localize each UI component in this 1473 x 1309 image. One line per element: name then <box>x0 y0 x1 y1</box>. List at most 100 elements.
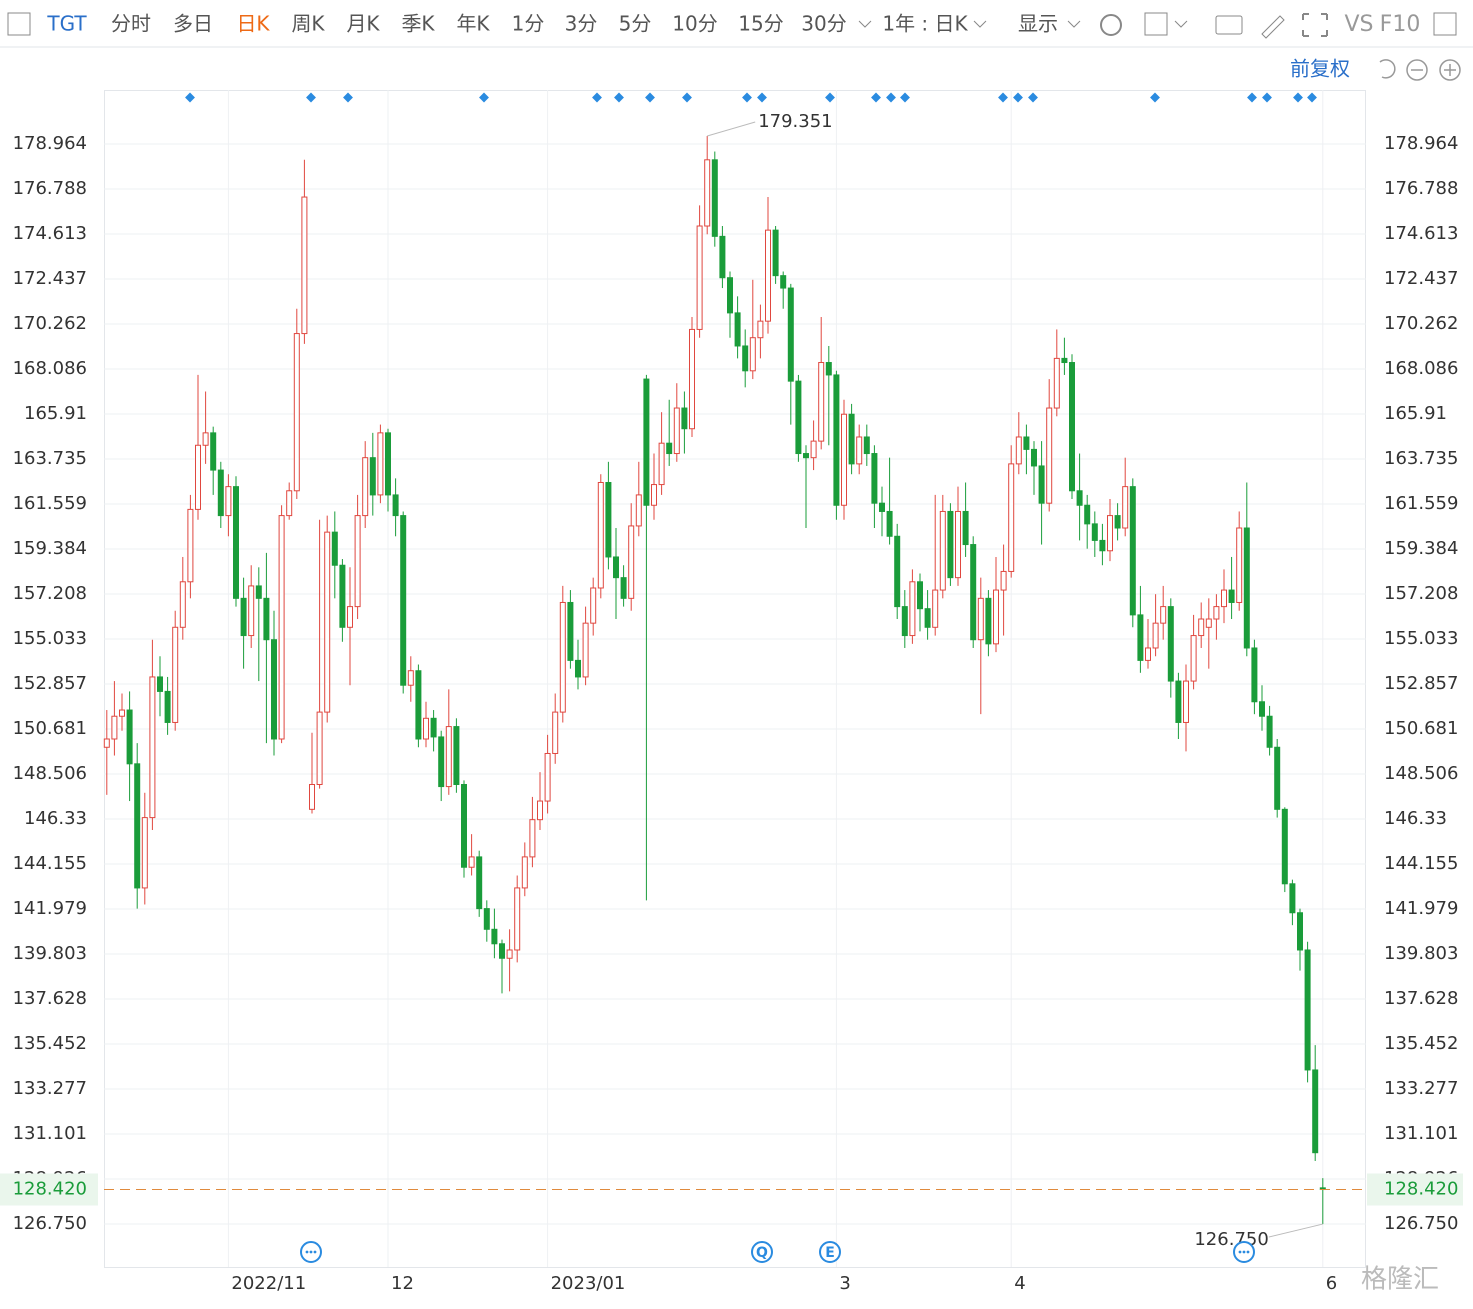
candle-body <box>164 690 171 723</box>
event-marker[interactable] <box>1247 92 1257 103</box>
event-marker[interactable] <box>682 92 692 103</box>
vs-button[interactable]: VS <box>1344 12 1373 37</box>
undo-icon[interactable] <box>1379 59 1396 79</box>
candle-body <box>1031 448 1037 467</box>
candle-body <box>149 676 156 819</box>
f10-button[interactable]: F10 <box>1380 12 1421 37</box>
fullscreen-icon[interactable] <box>1302 13 1328 37</box>
candle-body <box>157 676 163 692</box>
candle-body <box>643 378 650 506</box>
candle-body <box>119 709 125 717</box>
period-tab[interactable]: 15分 <box>738 12 783 36</box>
event-marker[interactable] <box>1307 92 1317 103</box>
period-tab[interactable]: 多日 <box>173 12 213 36</box>
low-pointer <box>1268 1223 1323 1238</box>
event-marker[interactable] <box>1013 92 1023 103</box>
period-tab[interactable]: 月K <box>346 12 380 36</box>
event-marker[interactable] <box>1150 92 1160 103</box>
period-tab[interactable]: 季K <box>401 12 435 36</box>
candle-body <box>354 515 361 608</box>
y-tick-label: 165.91 <box>24 403 87 424</box>
range-select[interactable]: 1年 : 日K <box>882 12 968 36</box>
period-tab[interactable]: 1分 <box>512 12 545 36</box>
event-marker[interactable] <box>1293 92 1303 103</box>
candle-body <box>1061 357 1068 364</box>
symbol[interactable]: TGT <box>46 12 87 36</box>
zoom-out[interactable] <box>1406 59 1428 81</box>
zoom-in[interactable] <box>1439 59 1461 81</box>
event-marker[interactable] <box>185 92 195 103</box>
layout-icon[interactable] <box>1144 12 1168 36</box>
period-tab[interactable]: 3分 <box>565 12 598 36</box>
event-marker[interactable] <box>757 92 767 103</box>
candle-body <box>1000 570 1007 591</box>
event-icon[interactable] <box>819 1241 841 1263</box>
candle-body <box>552 711 559 754</box>
menu-icon[interactable] <box>7 12 31 36</box>
display-select[interactable]: 显示 <box>1018 12 1058 36</box>
candle-body <box>362 457 369 517</box>
candle-body <box>544 752 551 802</box>
y-tick-label: 168.086 <box>13 358 87 379</box>
candle-body <box>749 337 756 372</box>
candle-body <box>765 229 771 322</box>
candle-body <box>1297 912 1303 951</box>
candle-body <box>491 928 498 945</box>
period-tab[interactable]: 10分 <box>672 12 717 36</box>
candle-body <box>727 277 733 314</box>
y-tick-label-right: 159.384 <box>1384 538 1458 559</box>
adjust-select[interactable]: 前复权 <box>1290 57 1350 81</box>
candle-body <box>772 229 779 277</box>
event-marker[interactable] <box>645 92 655 103</box>
event-marker[interactable] <box>614 92 624 103</box>
y-tick-label-right: 161.559 <box>1384 493 1458 514</box>
y-tick-label-right: 163.735 <box>1384 448 1458 469</box>
candle-body <box>985 597 992 645</box>
candle-body <box>301 196 308 335</box>
event-marker[interactable] <box>871 92 881 103</box>
event-marker[interactable] <box>1262 92 1272 103</box>
x-tick-label: 12 <box>391 1273 414 1294</box>
period-tab[interactable]: 分时 <box>111 12 151 36</box>
candle-body <box>628 525 635 599</box>
event-marker[interactable] <box>592 92 602 103</box>
candle-body <box>1008 463 1015 572</box>
last-price-box <box>0 1173 98 1206</box>
period-tab[interactable]: 5分 <box>619 12 652 36</box>
y-tick-label: 170.262 <box>13 313 87 334</box>
event-icon-label: E <box>825 1245 835 1261</box>
candle-body <box>1228 589 1235 603</box>
event-marker[interactable] <box>742 92 752 103</box>
period-tab[interactable]: 30分 <box>801 12 846 36</box>
event-marker[interactable] <box>825 92 835 103</box>
candle-body <box>590 587 597 624</box>
candle-body <box>1221 589 1227 608</box>
candle-body <box>1251 647 1258 703</box>
event-marker[interactable] <box>886 92 896 103</box>
y-tick-label: 131.101 <box>13 1123 87 1144</box>
candle-body <box>453 726 460 786</box>
event-marker[interactable] <box>900 92 910 103</box>
period-tab[interactable]: 日K <box>236 12 270 36</box>
settings-icon[interactable] <box>1100 14 1122 36</box>
chevron <box>973 20 987 28</box>
period-tab[interactable]: 周K <box>291 12 325 36</box>
event-icon-dot <box>305 1250 309 1254</box>
zoom-in-sign <box>1444 64 1456 76</box>
candle-body <box>825 362 832 376</box>
candle-body <box>1152 622 1159 649</box>
period-tab[interactable]: 年K <box>456 12 490 36</box>
y-tick-label-right: 155.033 <box>1384 628 1458 649</box>
event-marker[interactable] <box>1028 92 1038 103</box>
candle-body <box>1304 949 1311 1071</box>
candle-body <box>423 717 429 740</box>
event-icon[interactable] <box>751 1241 773 1263</box>
candle-body <box>1274 746 1281 810</box>
panel-icon[interactable] <box>1433 12 1457 36</box>
draw-icon[interactable] <box>1261 15 1285 39</box>
candle-body <box>658 442 665 486</box>
camera-icon[interactable] <box>1215 15 1243 35</box>
candle-body <box>309 784 315 810</box>
y-tick-label-right: 157.208 <box>1384 583 1458 604</box>
event-marker[interactable] <box>998 92 1008 103</box>
